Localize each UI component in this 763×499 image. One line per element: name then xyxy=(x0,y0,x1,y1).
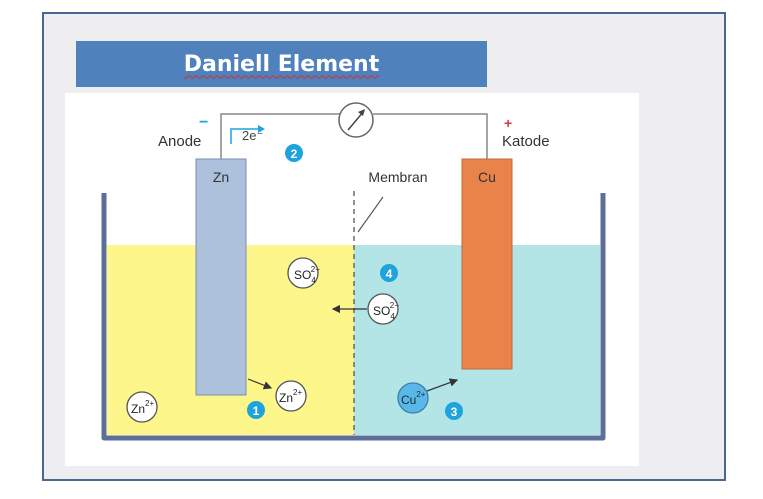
svg-text:Zn2+: Zn2+ xyxy=(131,399,154,416)
diagram-panel: Membran 2e⁻ − Anode + Katode Zn Cu SO42− xyxy=(65,93,639,466)
copper-electrode xyxy=(461,158,513,370)
step-badge-4: 4 xyxy=(380,264,398,282)
step-badge-2: 2 xyxy=(285,144,303,162)
anode-label: Anode xyxy=(158,133,201,150)
voltmeter-icon xyxy=(338,102,374,138)
anode-sign: − xyxy=(199,114,208,131)
wire-left xyxy=(220,113,340,159)
zinc-ion-released: Zn2+ xyxy=(275,380,307,412)
svg-text:1: 1 xyxy=(253,404,260,418)
svg-text:3: 3 xyxy=(451,405,458,419)
electron-arrowhead-icon xyxy=(258,125,265,133)
membrane-pointer xyxy=(357,196,384,233)
svg-text:SO42−: SO42− xyxy=(294,265,320,285)
copper-ion: Cu2+ xyxy=(397,382,429,414)
daniell-cell-diagram: Membran 2e⁻ − Anode + Katode Zn Cu SO42− xyxy=(101,102,606,441)
svg-text:SO42−: SO42− xyxy=(373,301,399,321)
zinc-ion-free: Zn2+ xyxy=(126,391,158,423)
cathode-label: Katode xyxy=(502,133,550,150)
svg-text:4: 4 xyxy=(386,267,393,281)
svg-text:Cu2+: Cu2+ xyxy=(401,390,426,407)
wire-right xyxy=(373,113,488,159)
svg-text:Zn2+: Zn2+ xyxy=(279,388,302,405)
sulfate-ion-right: SO42− xyxy=(367,293,399,325)
electron-label: 2e⁻ xyxy=(242,128,263,143)
zinc-release-arrow xyxy=(247,378,273,390)
title-banner: Daniell Element xyxy=(76,41,487,87)
sulfate-ion-left: SO42− xyxy=(287,257,320,289)
slide-title: Daniell Element xyxy=(183,51,380,77)
zinc-electrode xyxy=(195,158,247,396)
svg-text:2: 2 xyxy=(291,147,298,161)
zinc-electrode-label: Zn xyxy=(213,169,229,185)
beaker xyxy=(101,193,606,441)
copper-deposition-arrow xyxy=(426,378,459,392)
step-badge-3: 3 xyxy=(445,402,463,420)
cathode-sign: + xyxy=(504,115,512,131)
step-badge-1: 1 xyxy=(247,401,265,419)
membrane-label: Membran xyxy=(368,169,427,185)
electron-flow-arrow xyxy=(230,128,261,144)
copper-electrode-label: Cu xyxy=(478,169,496,185)
